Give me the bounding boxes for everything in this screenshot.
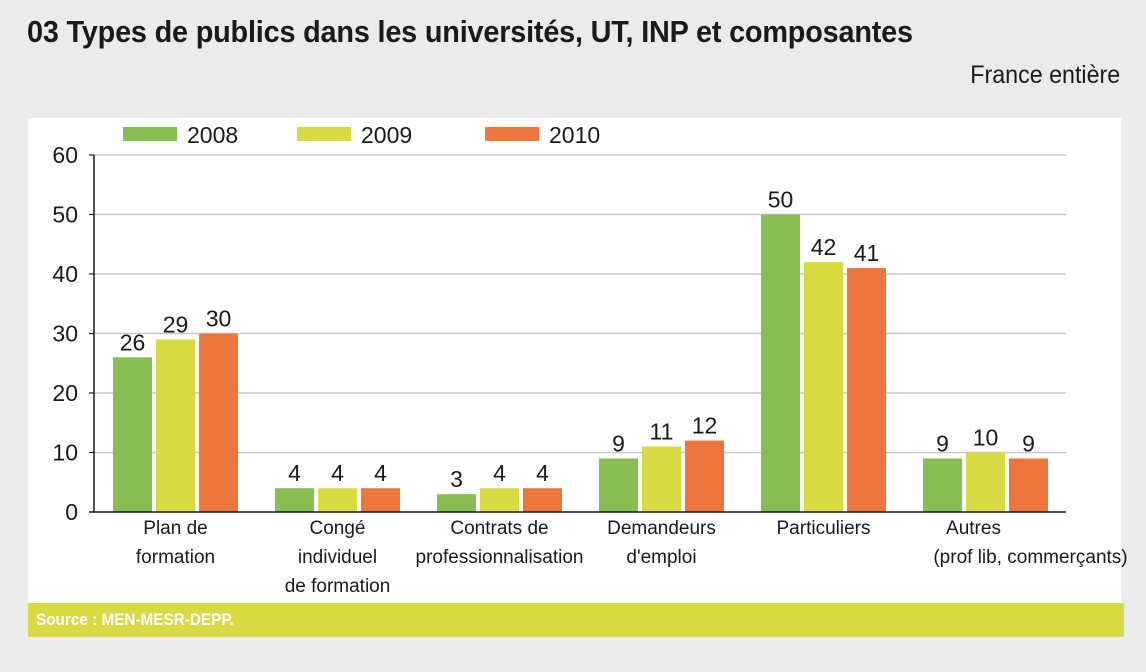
legend-swatch-2009 — [297, 127, 351, 141]
legend-swatch-2010 — [485, 127, 539, 141]
value-label: 4 — [331, 460, 344, 486]
y-tick-labels: 0 10 20 30 40 50 60 — [52, 142, 78, 525]
bar-2009 — [480, 488, 519, 512]
value-label: 4 — [288, 460, 301, 486]
category-label-line: individuel — [298, 547, 377, 568]
category-label-line: Particuliers — [777, 518, 871, 539]
gridlines — [94, 154, 1066, 454]
category-label: Autres (prof lib, commerçants) — [933, 518, 1127, 568]
category-label-line: Contrats de — [450, 518, 548, 539]
bar-2008 — [599, 458, 638, 512]
value-labels: 26 4 3 9 50 9 29 4 4 11 42 10 30 4 4 12 41 9 — [120, 187, 1035, 493]
bar-2010 — [685, 440, 724, 512]
bar-2009 — [804, 262, 843, 512]
bar-2008 — [923, 458, 962, 512]
value-label: 11 — [650, 419, 674, 445]
bar-2010 — [847, 268, 886, 512]
chart-title: 03 Types de publics dans les universités… — [27, 14, 913, 49]
legend-swatch-2008 — [123, 127, 177, 141]
bar-2008 — [761, 214, 800, 512]
category-label-line: Autres — [946, 518, 1001, 539]
legend: 2008 2009 2010 — [123, 122, 600, 148]
bar-2008 — [113, 357, 152, 512]
bar-2010 — [199, 333, 238, 512]
value-label: 3 — [450, 466, 463, 492]
bar-2009 — [156, 339, 195, 512]
bar-2009 — [642, 446, 681, 512]
category-label-line: de formation — [285, 576, 391, 597]
value-label: 26 — [120, 329, 146, 355]
value-label: 50 — [768, 187, 794, 213]
y-tick-label: 30 — [52, 321, 78, 347]
bar-2008 — [437, 494, 476, 512]
y-tick-label: 0 — [65, 499, 78, 525]
axes — [89, 154, 1066, 513]
bar-2010 — [361, 488, 400, 512]
bar-2010 — [523, 488, 562, 512]
category-label-line: Plan de — [143, 518, 207, 539]
y-tick-label: 10 — [52, 440, 78, 466]
category-label: Contrats de professionnalisation — [416, 518, 584, 568]
category-label: Demandeurs d'emploi — [607, 518, 716, 568]
category-label-line: formation — [136, 547, 215, 568]
value-label: 9 — [936, 430, 949, 456]
category-label-line: (prof lib, commerçants) — [933, 547, 1127, 568]
bar-2009 — [318, 488, 357, 512]
value-label: 10 — [973, 425, 999, 451]
category-label: Plan de formation — [136, 518, 215, 568]
value-label: 9 — [612, 430, 625, 456]
category-label: Particuliers — [777, 518, 871, 539]
value-label: 30 — [206, 306, 232, 332]
y-tick-label: 50 — [52, 202, 78, 228]
value-label: 9 — [1022, 430, 1035, 456]
value-label: 29 — [163, 311, 189, 337]
value-label: 41 — [854, 240, 880, 266]
chart-subtitle: France entière — [970, 61, 1120, 89]
category-label-line: d'emploi — [626, 547, 696, 568]
legend-label-2009: 2009 — [361, 122, 412, 148]
value-label: 4 — [374, 460, 387, 486]
y-tick-label: 40 — [52, 261, 78, 287]
category-label: Congé individuel de formation — [285, 518, 391, 597]
value-label: 4 — [536, 460, 549, 486]
category-label-line: professionnalisation — [416, 547, 584, 568]
bar-2010 — [1009, 458, 1048, 512]
category-labels: Plan de formation Congé individuel de format… — [136, 518, 1128, 597]
bar-2008 — [275, 488, 314, 512]
bars — [113, 214, 1048, 512]
value-label: 42 — [811, 234, 837, 260]
y-tick-label: 60 — [52, 142, 78, 168]
source-note: Source : MEN-MESR-DEPP. — [28, 603, 1124, 637]
bar-2009 — [966, 452, 1005, 512]
legend-label-2008: 2008 — [187, 122, 238, 148]
category-label-line: Demandeurs — [607, 518, 716, 539]
value-label: 4 — [493, 460, 506, 486]
value-label: 12 — [692, 413, 718, 439]
category-label-line: Congé — [310, 518, 366, 539]
y-tick-label: 20 — [52, 380, 78, 406]
legend-label-2010: 2010 — [549, 122, 600, 148]
source-text: Source : MEN-MESR-DEPP. — [36, 610, 234, 629]
